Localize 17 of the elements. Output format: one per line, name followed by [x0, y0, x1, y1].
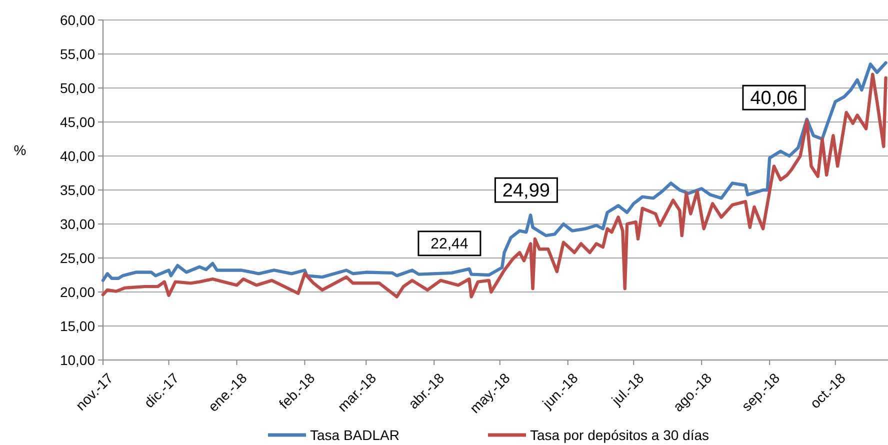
y-tick-label: 60,00: [60, 12, 96, 28]
y-tick-label: 30,00: [60, 216, 96, 232]
y-tick-label: 25,00: [60, 250, 96, 266]
annotation: 22,44: [430, 236, 468, 253]
annotation: 40,06: [750, 88, 798, 110]
y-tick-label: 10,00: [60, 352, 96, 368]
y-axis-title: %: [14, 142, 26, 158]
y-tick-label: 45,00: [60, 114, 96, 130]
y-tick-label: 40,00: [60, 148, 96, 164]
y-tick-label: 35,00: [60, 182, 96, 198]
y-tick-label: 50,00: [60, 80, 96, 96]
legend-label: Tasa BADLAR: [310, 426, 400, 443]
y-tick-label: 20,00: [60, 284, 96, 300]
y-tick-label: 15,00: [60, 318, 96, 334]
y-tick-label: 55,00: [60, 46, 96, 62]
annotation: 24,99: [502, 180, 550, 202]
legend-label: Tasa por depósitos a 30 días: [530, 426, 710, 443]
